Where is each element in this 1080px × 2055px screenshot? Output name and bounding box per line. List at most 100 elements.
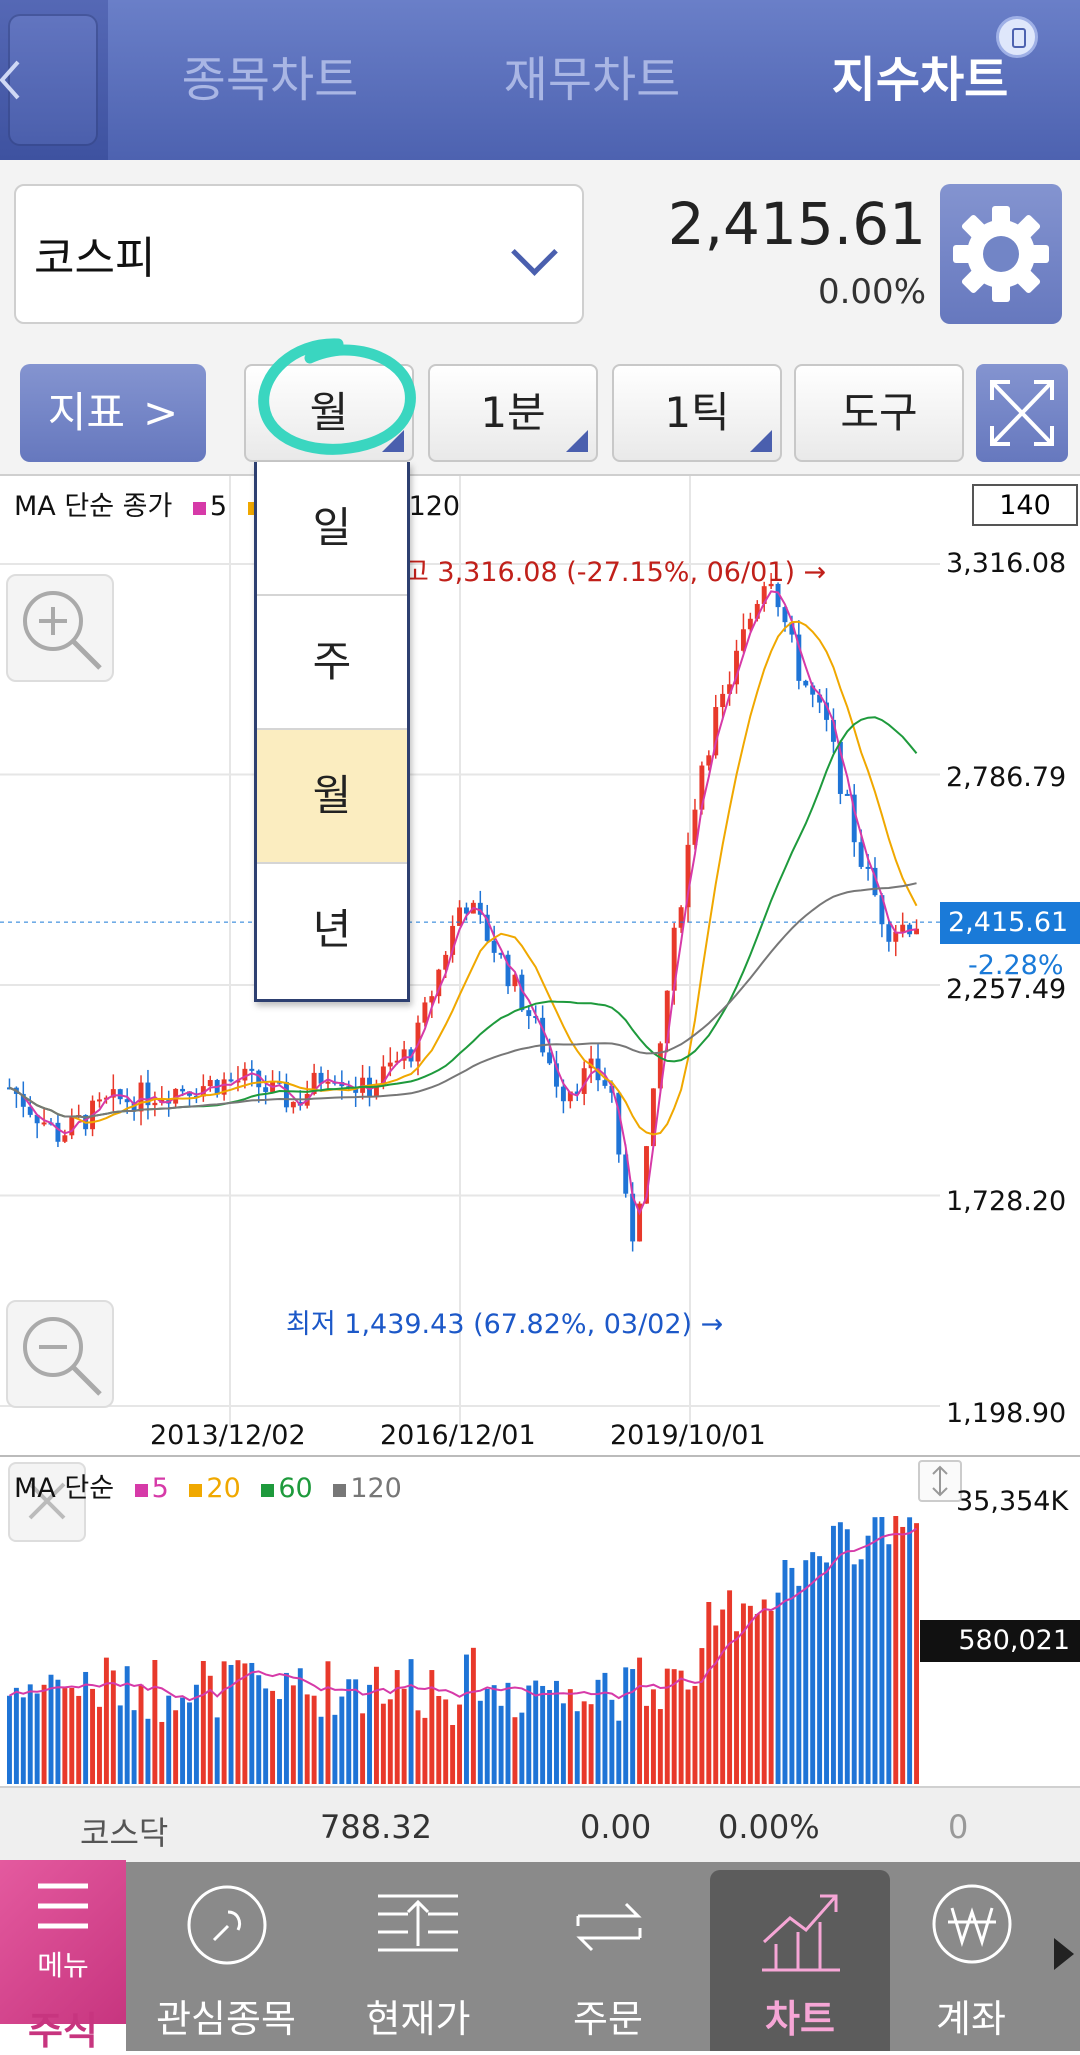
volume-bar — [775, 1592, 781, 1784]
nav-account[interactable]: 계좌 — [896, 1862, 1046, 2051]
volume-bar — [519, 1712, 525, 1784]
volume-bar — [450, 1724, 456, 1784]
candle-body — [69, 1116, 75, 1136]
nav-chart[interactable]: 차트 — [710, 1870, 890, 2051]
dropdown-triangle-icon — [750, 430, 772, 452]
period-option-week[interactable]: 주 — [257, 596, 407, 730]
y-label: 2,257.49 — [946, 974, 1067, 1005]
refresh-icon[interactable] — [996, 16, 1038, 58]
period-option-month[interactable]: 월 — [257, 730, 407, 864]
nav-scroll-right-icon[interactable] — [1054, 1938, 1074, 1970]
candle-body — [387, 1062, 393, 1067]
nav-order-label: 주문 — [573, 1997, 643, 2041]
volume-bar — [235, 1660, 241, 1784]
volume-bar — [103, 1657, 109, 1784]
tick-button[interactable]: 1틱 — [612, 364, 782, 462]
volume-bar — [616, 1720, 622, 1784]
menu-button[interactable]: 메뉴 — [0, 1860, 126, 2024]
candle-body — [249, 1068, 255, 1071]
volume-bar — [13, 1687, 19, 1784]
candle-body — [567, 1091, 573, 1102]
volume-bar — [747, 1605, 753, 1784]
volume-bar — [692, 1685, 698, 1784]
zoom-in-button[interactable] — [6, 574, 114, 682]
current-price-badge: 2,415.61 — [940, 902, 1080, 944]
volume-bar — [644, 1705, 649, 1784]
nav-order[interactable]: 주문 — [518, 1862, 698, 2051]
volume-bar — [90, 1688, 96, 1784]
minute-button[interactable]: 1분 — [428, 364, 598, 462]
volume-bar — [900, 1526, 906, 1784]
kosdaq-strip[interactable]: 코스닥 788.32 0.00 0.00% 0 — [0, 1786, 1080, 1866]
volume-bar — [367, 1684, 372, 1784]
candle-body — [429, 996, 435, 1003]
minute-label: 1분 — [480, 388, 546, 437]
volume-bar — [554, 1680, 559, 1784]
kosdaq-volume: 0 — [948, 1808, 969, 1846]
volume-bar — [685, 1689, 691, 1784]
candle-body — [581, 1068, 587, 1094]
nav-watchlist[interactable]: 관심종목 — [136, 1862, 316, 2051]
candle-body — [20, 1093, 26, 1107]
candle-body — [138, 1082, 144, 1112]
current-change: -2.28% — [968, 950, 1064, 981]
ma-line-20 — [9, 620, 918, 1136]
volume-bar — [7, 1695, 12, 1784]
candle-body — [207, 1080, 213, 1087]
volume-ma-line — [8, 1527, 918, 1702]
volume-bar — [803, 1560, 809, 1784]
candle-body — [616, 1092, 622, 1155]
y-label: 1,728.20 — [946, 1186, 1067, 1217]
candle-body — [761, 586, 767, 604]
candle-body — [817, 694, 823, 703]
tab-finance-chart[interactable]: 재무차트 — [503, 52, 681, 108]
volume-bar — [671, 1669, 677, 1784]
volume-bar — [380, 1703, 386, 1784]
ma-line-60 — [9, 716, 918, 1119]
candle-body — [436, 969, 442, 997]
tab-stock-chart[interactable]: 종목차트 — [181, 52, 359, 108]
volume-bar — [187, 1702, 192, 1784]
volume-bar — [332, 1714, 338, 1784]
candle-body — [55, 1122, 61, 1142]
highlight-circle-annotation — [258, 338, 416, 455]
volume-bar — [457, 1704, 462, 1784]
volume-close-button[interactable] — [8, 1462, 86, 1542]
candle-body — [837, 741, 843, 794]
indicator-button[interactable]: 지표 > — [20, 364, 206, 462]
zoom-out-button[interactable] — [6, 1300, 114, 1408]
period-option-day[interactable]: 일 — [257, 462, 407, 596]
nav-current-price[interactable]: 현재가 — [328, 1862, 508, 2051]
volume-bar — [630, 1669, 636, 1784]
volume-bar — [907, 1517, 913, 1784]
fullscreen-button[interactable] — [976, 364, 1068, 462]
settings-button[interactable] — [940, 184, 1062, 324]
volume-bar — [706, 1601, 712, 1784]
volume-bar — [796, 1585, 802, 1784]
resize-handle[interactable] — [918, 1460, 962, 1502]
candle-body — [491, 940, 497, 953]
volume-bar — [69, 1687, 75, 1784]
candle-body — [851, 794, 857, 843]
volume-bar — [817, 1556, 823, 1784]
tools-button[interactable]: 도구 — [794, 364, 964, 462]
tab-index-chart[interactable]: 지수차트 — [831, 52, 1009, 108]
kosdaq-pct: 0.00% — [718, 1808, 820, 1846]
candle-body — [602, 1080, 608, 1086]
candle-body — [97, 1099, 102, 1102]
volume-bar — [283, 1672, 289, 1784]
period-option-year[interactable]: 년 — [312, 905, 352, 954]
volume-bar — [844, 1529, 850, 1784]
volume-bar — [124, 1666, 130, 1784]
stock-tab[interactable] — [0, 2024, 126, 2051]
candle-count-box[interactable]: 140 — [972, 484, 1078, 526]
candle-body — [678, 907, 684, 928]
price-chart[interactable] — [0, 476, 1080, 1786]
back-button[interactable] — [0, 0, 108, 160]
index-select[interactable] — [14, 184, 584, 324]
zoom-in-icon — [23, 591, 102, 670]
period-label: 월 — [309, 388, 349, 437]
nav-chart-label: 차트 — [765, 1997, 835, 2041]
volume-max-label: 35,354K — [956, 1486, 1069, 1517]
candle-body — [283, 1081, 289, 1108]
